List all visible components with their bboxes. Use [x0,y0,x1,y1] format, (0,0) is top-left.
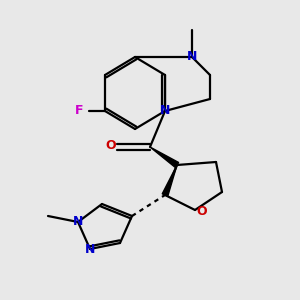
Polygon shape [150,147,179,167]
Text: O: O [196,205,207,218]
Text: O: O [105,139,116,152]
Polygon shape [162,165,177,196]
Text: N: N [85,243,95,256]
Text: N: N [73,215,83,228]
Text: F: F [75,104,84,118]
Text: N: N [187,50,197,64]
Text: N: N [160,104,170,118]
